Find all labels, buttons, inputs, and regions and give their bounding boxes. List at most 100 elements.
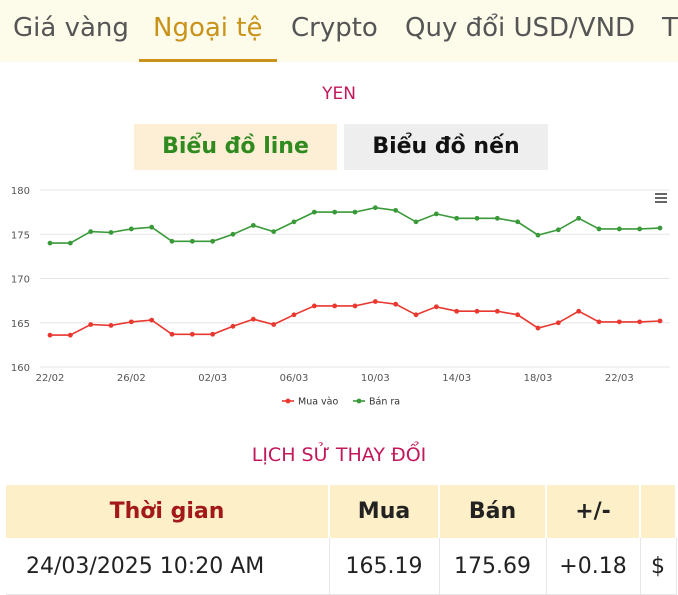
data-point — [332, 209, 338, 215]
data-point — [149, 317, 155, 323]
legend-label: Mua vào — [298, 397, 339, 408]
data-point — [413, 219, 419, 225]
data-point — [88, 322, 94, 327]
x-tick-label: 10/03 — [361, 373, 390, 384]
data-point — [352, 209, 358, 215]
data-point — [128, 226, 134, 232]
data-point — [230, 323, 236, 329]
data-point — [454, 215, 460, 221]
hamburger-icon[interactable] — [655, 193, 667, 203]
data-point — [250, 316, 256, 322]
data-point — [616, 226, 622, 232]
y-tick-label: 170 — [11, 275, 30, 286]
x-axis: 22/02 26/02 02/03 06/03 10/03 14/03 18/03 22/03 — [36, 373, 634, 384]
data-point — [555, 227, 561, 233]
history-header-row: Thời gian Mua Bán +/- — [6, 485, 677, 538]
data-point — [393, 207, 399, 213]
data-point — [352, 303, 358, 309]
data-point — [433, 211, 439, 217]
row-change: +0.18 — [546, 538, 641, 595]
x-tick-label: 02/03 — [198, 373, 227, 384]
data-point — [108, 323, 114, 328]
tab-foreign-currency[interactable]: Ngoại tệ — [153, 13, 263, 43]
data-point — [474, 215, 480, 221]
data-point — [657, 318, 663, 324]
data-point — [535, 232, 541, 238]
y-tick-label: 175 — [11, 230, 30, 241]
data-point — [494, 215, 500, 221]
x-tick-label: 06/03 — [280, 373, 309, 384]
tab-crypto[interactable]: Crypto — [291, 13, 378, 43]
data-point — [271, 322, 277, 327]
chart-series — [47, 205, 663, 338]
data-point — [67, 240, 73, 246]
data-point — [311, 303, 317, 309]
tab-more[interactable]: T — [662, 13, 678, 43]
data-point — [454, 308, 460, 314]
data-point — [332, 303, 338, 309]
table-row: 24/03/2025 10:20 AM 165.19 175.69 +0.18 … — [6, 538, 677, 595]
data-point — [637, 226, 643, 232]
y-tick-label: 160 — [11, 363, 30, 374]
column-sell: Bán — [439, 485, 547, 538]
legend-label: Bán ra — [369, 397, 400, 408]
data-point — [596, 319, 602, 325]
row-extra: $ — [640, 538, 677, 595]
candle-chart-button[interactable]: Biểu đồ nến — [344, 124, 548, 170]
data-point — [576, 308, 582, 314]
data-point — [433, 304, 439, 310]
column-buy: Mua — [329, 485, 440, 538]
data-point — [515, 312, 521, 318]
x-tick-label: 18/03 — [524, 373, 553, 384]
legend-marker — [356, 398, 362, 404]
column-change: +/- — [546, 485, 641, 538]
y-axis: 160 165 170 175 180 — [11, 186, 30, 374]
data-point — [311, 209, 317, 215]
column-time: Thời gian — [6, 485, 330, 538]
line-chart-button[interactable]: Biểu đồ line — [134, 124, 337, 170]
data-point — [108, 230, 114, 235]
data-point — [149, 224, 155, 230]
data-point — [657, 225, 663, 231]
row-sell: 175.69 — [439, 538, 547, 595]
data-point — [596, 226, 602, 232]
data-point — [128, 319, 134, 325]
data-point — [413, 312, 419, 318]
x-tick-label: 22/03 — [605, 373, 634, 384]
chart-title: YEN — [322, 84, 356, 104]
data-point — [189, 331, 195, 337]
data-point — [616, 319, 622, 325]
tab-gold[interactable]: Giá vàng — [13, 13, 129, 43]
data-point — [88, 229, 94, 234]
x-tick-label: 26/02 — [117, 373, 146, 384]
column-extra — [640, 485, 677, 538]
data-point — [576, 215, 582, 221]
data-point — [393, 301, 399, 307]
row-buy: 165.19 — [329, 538, 440, 595]
data-point — [535, 325, 541, 331]
data-point — [189, 238, 195, 244]
chart-legend: Mua vào Bán ra — [282, 397, 400, 408]
row-time: 24/03/2025 10:20 AM — [6, 538, 330, 595]
data-point — [67, 332, 73, 338]
data-point — [210, 331, 216, 337]
data-point — [271, 229, 277, 234]
exchange-rate-chart: 160 165 170 175 180 22/02 26/02 02/03 06/03 10/0… — [11, 186, 670, 408]
y-tick-label: 165 — [11, 319, 30, 330]
y-tick-label: 180 — [11, 186, 30, 197]
x-tick-label: 22/02 — [36, 373, 65, 384]
data-point — [494, 308, 500, 314]
data-point — [372, 205, 378, 211]
data-point — [291, 219, 297, 225]
x-tick-label: 14/03 — [442, 373, 471, 384]
top-tab-bar: Giá vàng Ngoại tệ Crypto Quy đổi USD/VND… — [0, 0, 678, 62]
tab-usd-vnd-converter[interactable]: Quy đổi USD/VND — [405, 13, 636, 43]
history-table: Thời gian Mua Bán +/- 24/03/2025 10:20 A… — [6, 485, 677, 595]
data-point — [47, 332, 53, 338]
data-point — [169, 238, 175, 244]
data-point — [555, 320, 561, 326]
data-point — [291, 312, 297, 318]
data-point — [210, 238, 216, 244]
active-tab-indicator — [139, 59, 277, 62]
history-title: LỊCH SỬ THAY ĐỔI — [251, 444, 427, 466]
